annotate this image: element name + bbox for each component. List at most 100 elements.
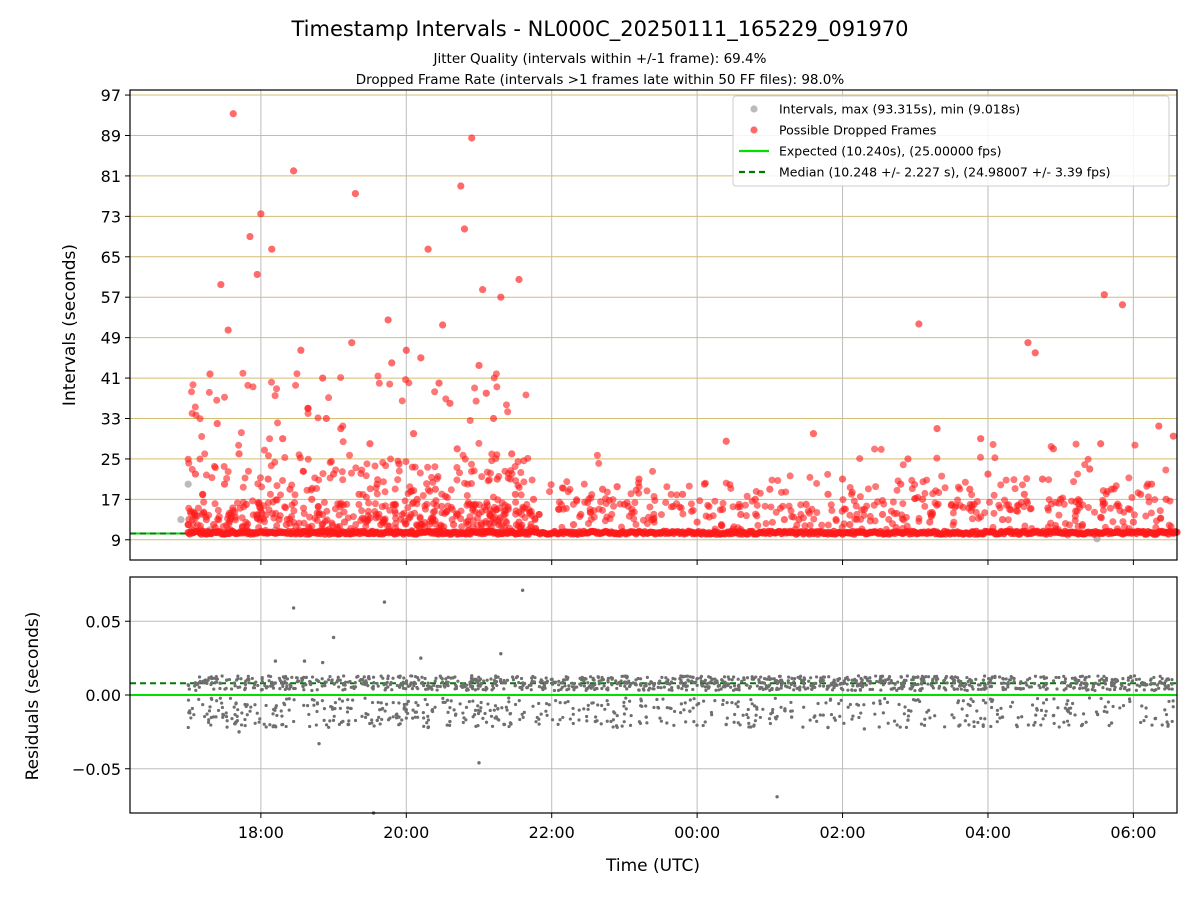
residual-point xyxy=(712,682,716,686)
dropped-frame-point xyxy=(397,515,405,523)
residual-point xyxy=(532,680,537,684)
residual-point xyxy=(623,680,628,684)
residual-point xyxy=(362,675,366,679)
residual-point xyxy=(237,730,241,734)
residual-point xyxy=(267,679,271,683)
residual-point xyxy=(721,702,725,707)
dropped-frame-point xyxy=(997,481,1005,489)
residual-point xyxy=(411,708,415,712)
residual-point xyxy=(898,725,902,729)
dropped-frame-point xyxy=(838,475,847,483)
residual-point xyxy=(445,723,449,727)
residual-point xyxy=(406,699,410,703)
residual-point xyxy=(750,702,754,706)
residual-point xyxy=(557,683,561,687)
residual-point xyxy=(809,676,813,680)
dropped-frame-point xyxy=(1072,507,1080,515)
residual-point xyxy=(1149,678,1153,682)
dropped-frame-point xyxy=(772,508,780,516)
residual-point xyxy=(537,685,541,689)
residual-point xyxy=(913,688,917,693)
residual-point xyxy=(584,677,588,681)
residual-point xyxy=(1054,675,1058,680)
dropped-frame-point xyxy=(832,517,840,525)
dropped-frame-point xyxy=(779,502,787,510)
residual-point xyxy=(1034,713,1038,717)
residual-point xyxy=(287,708,291,712)
dropped-frame-point xyxy=(585,495,593,503)
residual-point xyxy=(638,677,643,681)
residual-point xyxy=(371,687,375,691)
dropped-frame-point xyxy=(1017,498,1025,506)
residual-point xyxy=(745,676,750,680)
residual-point xyxy=(186,698,191,702)
residual-point xyxy=(1087,696,1092,700)
residual-point xyxy=(1105,710,1109,714)
residual-point xyxy=(691,687,695,692)
residual-point xyxy=(628,723,633,727)
residual-point xyxy=(557,679,561,683)
residual-point xyxy=(989,681,993,685)
dropped-frame-point xyxy=(264,452,272,460)
dropped-frame-point xyxy=(696,497,704,505)
dropped-frame-point xyxy=(809,430,818,438)
residual-point xyxy=(975,709,979,713)
residuals-x-tick-label: 06:00 xyxy=(1110,823,1156,842)
dropped-frame-point xyxy=(273,522,281,530)
residual-point xyxy=(968,703,972,708)
residual-point xyxy=(335,680,339,684)
residual-point xyxy=(218,681,222,685)
residual-point xyxy=(1035,706,1039,711)
residual-point xyxy=(741,713,745,717)
residual-point xyxy=(441,681,445,685)
dropped-frame-point xyxy=(729,503,737,511)
dropped-frame-point xyxy=(853,510,861,518)
residual-point xyxy=(253,703,257,707)
dropped-frame-point xyxy=(225,511,233,519)
residual-point xyxy=(625,687,629,691)
dropped-frame-point xyxy=(408,487,416,495)
dropped-frame-point xyxy=(1130,511,1138,519)
residual-point xyxy=(995,720,999,724)
residual-point xyxy=(851,714,855,718)
dropped-frame-point xyxy=(431,388,439,396)
residuals-x-tick-label: 00:00 xyxy=(674,823,720,842)
residual-point xyxy=(990,676,994,680)
residual-point xyxy=(1127,688,1131,692)
residual-point xyxy=(1039,675,1043,679)
residual-point xyxy=(1137,677,1141,681)
residual-point xyxy=(879,688,883,692)
dropped-frame-point xyxy=(926,518,934,526)
residual-point xyxy=(1070,701,1075,706)
dropped-frame-point xyxy=(985,498,993,506)
residual-point xyxy=(961,699,965,703)
residual-point xyxy=(770,686,774,691)
dropped-frame-point xyxy=(340,518,349,526)
residual-point xyxy=(1155,683,1159,687)
dropped-frame-point xyxy=(357,470,365,478)
residual-point xyxy=(192,713,196,717)
dropped-frame-point xyxy=(995,501,1003,509)
residual-point xyxy=(600,686,604,691)
residual-point xyxy=(327,678,331,682)
residual-point xyxy=(669,680,674,684)
dropped-frame-point xyxy=(337,425,345,433)
residual-point xyxy=(1062,688,1066,692)
residual-point xyxy=(993,675,997,680)
residual-point xyxy=(496,706,500,711)
dropped-frame-point xyxy=(339,438,347,446)
residual-point xyxy=(1044,698,1049,702)
residual-point xyxy=(733,712,737,717)
dropped-frame-point xyxy=(202,471,210,479)
residual-point xyxy=(814,675,819,679)
residual-point xyxy=(1101,686,1105,690)
residual-point xyxy=(592,687,597,692)
residuals-panel: −0.050.000.05 18:00 20:00 22:00 00:00 02:00 0… xyxy=(23,576,1178,876)
dropped-frame-point xyxy=(455,469,463,477)
residual-point xyxy=(391,676,395,680)
residual-point xyxy=(233,712,237,717)
residual-point xyxy=(1041,701,1046,705)
residual-point xyxy=(561,715,565,720)
residual-point xyxy=(868,687,872,692)
residual-point xyxy=(346,680,350,684)
